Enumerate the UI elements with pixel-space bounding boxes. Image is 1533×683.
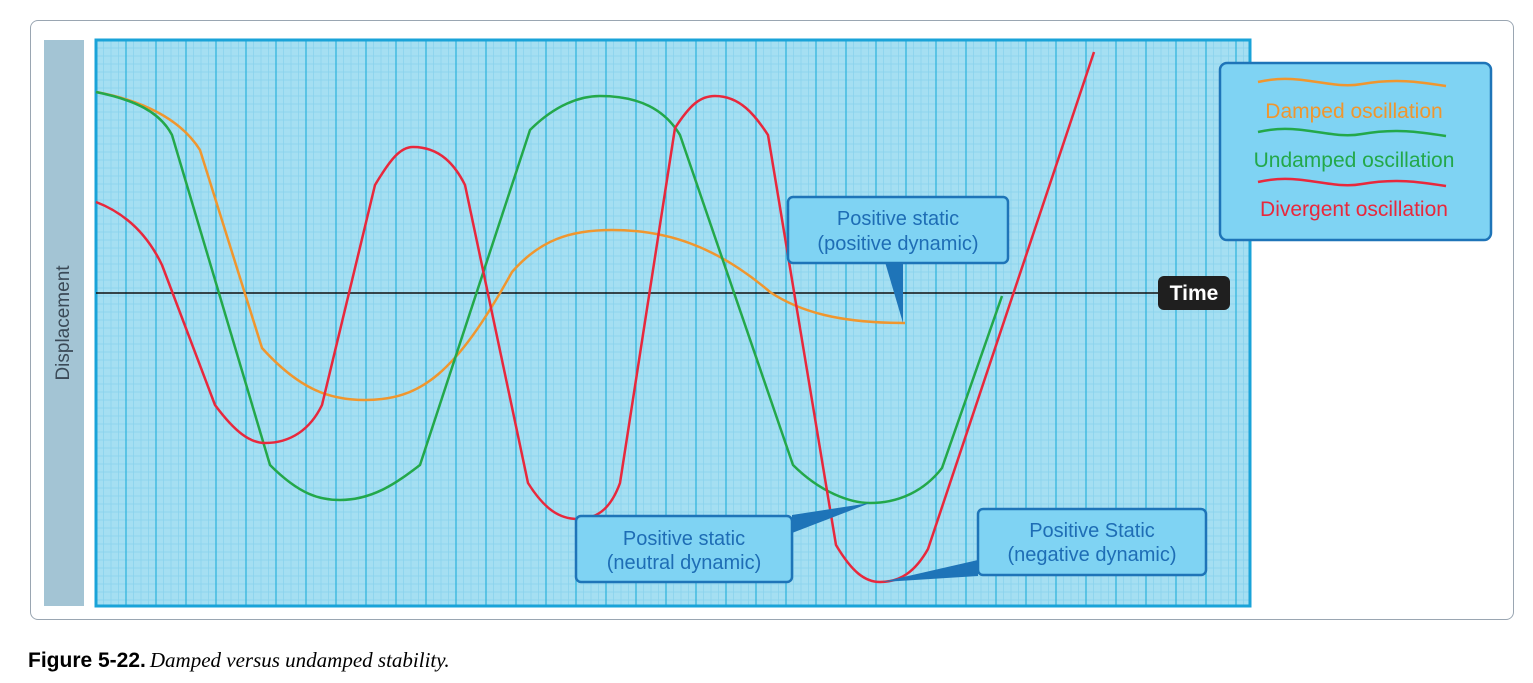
legend-swatch-divergent: [1257, 177, 1447, 188]
legend-label-divergent: Divergent oscillation: [1260, 198, 1448, 221]
plot-border: [94, 38, 1252, 608]
legend-label-damped: Damped oscillation: [1265, 100, 1442, 123]
legend: Damped oscillation Undamped oscillation …: [1218, 61, 1493, 242]
legend-swatch-undamped: [1257, 127, 1447, 138]
y-axis-label-panel: Displacement: [44, 40, 84, 606]
time-badge: Time: [1158, 276, 1230, 310]
callout-negative-dynamic-line1: Positive Static: [1029, 520, 1155, 542]
divergent-oscillation-curve: [95, 51, 1096, 584]
figure-caption: Figure 5-22. Damped versus undamped stabi…: [28, 648, 450, 673]
callout-neutral-dynamic-line1: Positive static: [623, 528, 745, 550]
undamped-oscillation-curve: [95, 90, 1004, 505]
callout-negative-dynamic-line2: (negative dynamic): [1008, 544, 1177, 566]
callout-negative-dynamic: Positive Static (negative dynamic): [882, 507, 1208, 582]
callout-neutral-dynamic-line2: (neutral dynamic): [607, 552, 762, 574]
figure-number: Figure 5-22.: [28, 649, 146, 672]
damped-oscillation-curve: [95, 90, 906, 402]
legend-swatch-damped: [1257, 77, 1447, 88]
callout-positive-dynamic-line1: Positive static: [837, 208, 959, 230]
callout-positive-dynamic-line2: (positive dynamic): [817, 233, 978, 255]
x-axis-label: Time: [1170, 282, 1219, 305]
callout-positive-dynamic: Positive static (positive dynamic): [786, 195, 1010, 323]
figure-caption-text: Damped versus undamped stability.: [149, 648, 450, 672]
legend-label-undamped: Undamped oscillation: [1254, 149, 1455, 172]
callout-neutral-dynamic: Positive static (neutral dynamic): [574, 503, 870, 584]
